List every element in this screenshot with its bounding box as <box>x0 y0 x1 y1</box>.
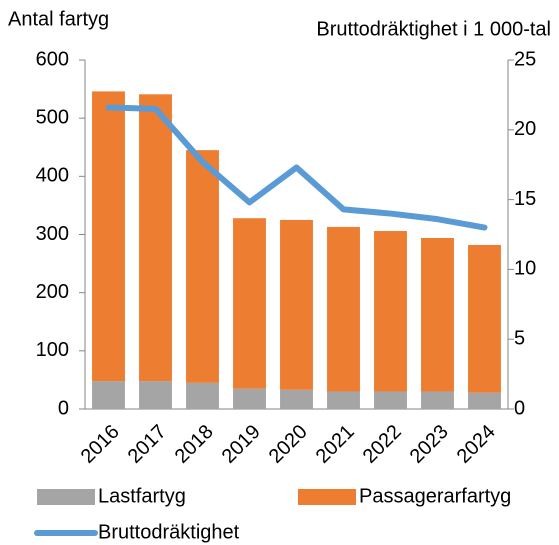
bar <box>139 381 172 409</box>
x-tick-label: 2021 <box>312 421 359 468</box>
bar <box>233 388 266 409</box>
y2-tick-label: 15 <box>514 188 536 210</box>
bar <box>421 237 454 392</box>
y-tick-label: 0 <box>58 397 69 419</box>
bar <box>327 391 360 409</box>
x-tick-label: 2022 <box>359 421 406 468</box>
y-tick-label: 400 <box>36 165 69 187</box>
bar <box>186 150 219 383</box>
x-tick-label: 2024 <box>453 421 500 468</box>
bar <box>233 218 266 389</box>
x-tick-label: 2016 <box>77 421 124 468</box>
x-tick-label: 2023 <box>406 421 453 468</box>
x-tick-label: 2018 <box>171 421 218 468</box>
bar <box>280 219 313 390</box>
bar <box>186 382 219 409</box>
y2-tick-label: 0 <box>514 397 525 419</box>
bar <box>468 244 501 393</box>
y-tick-label: 500 <box>36 106 69 128</box>
legend-label: Bruttodräktighet <box>98 521 240 543</box>
y-axis-title: Antal fartyg <box>8 8 109 30</box>
x-tick-label: 2019 <box>218 421 265 468</box>
legend-label: Lastfartyg <box>98 485 186 507</box>
bar <box>280 389 313 409</box>
bar <box>327 226 360 392</box>
y2-tick-label: 5 <box>514 327 525 349</box>
y-tick-label: 100 <box>36 339 69 361</box>
y2-tick-label: 20 <box>514 118 536 140</box>
x-tick-label: 2017 <box>124 421 171 468</box>
y2-tick-label: 25 <box>514 48 536 70</box>
bar <box>139 94 172 382</box>
y2-axis-title: Bruttodräktighet i 1 000-tal <box>316 18 551 40</box>
legend-swatch <box>37 489 95 505</box>
x-tick-label: 2020 <box>265 421 312 468</box>
bar <box>92 381 125 409</box>
y2-tick-label: 10 <box>514 258 536 280</box>
y-tick-label: 600 <box>36 48 69 70</box>
bar <box>468 392 501 409</box>
legend-label: Passagerarfartyg <box>359 485 511 507</box>
bar <box>92 91 125 382</box>
y-tick-label: 200 <box>36 281 69 303</box>
legend-swatch <box>298 489 356 505</box>
bar <box>421 391 454 409</box>
line <box>105 104 488 231</box>
y-tick-label: 300 <box>36 223 69 245</box>
bar <box>374 391 407 409</box>
bar <box>374 231 407 392</box>
